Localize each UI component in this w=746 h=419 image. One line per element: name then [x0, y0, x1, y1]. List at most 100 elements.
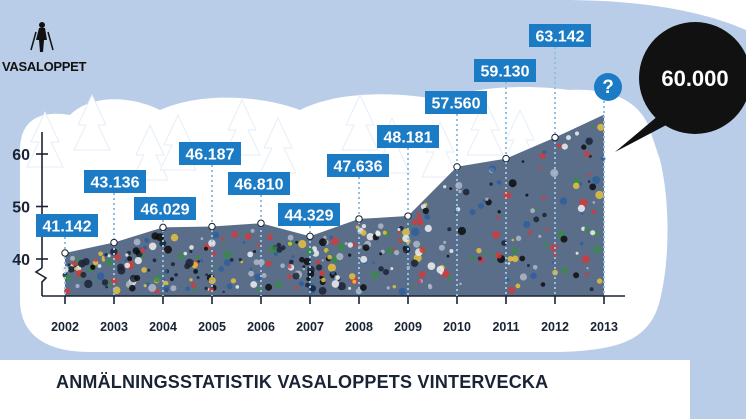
crowd-texture — [62, 123, 606, 296]
crowd-dot — [386, 247, 394, 255]
tree-shape — [466, 98, 504, 156]
crowd-dot — [212, 265, 216, 269]
crowd-dot — [249, 267, 253, 271]
y-tick-label: 50 — [12, 200, 30, 217]
prediction-value-label: 60.000 — [661, 66, 728, 91]
crowd-dot — [153, 275, 161, 283]
crowd-dot — [337, 282, 346, 291]
crowd-dot — [97, 264, 102, 268]
crowd-dot — [144, 237, 150, 243]
crowd-dot — [417, 279, 422, 284]
crowd-dot — [538, 166, 542, 170]
crowd-dot — [443, 240, 447, 244]
crowd-dot — [244, 233, 252, 240]
crowd-dot — [107, 281, 113, 286]
data-label-box — [84, 170, 146, 193]
crowd-dot — [185, 286, 190, 292]
crowd-dot — [221, 237, 225, 241]
crowd-dot — [280, 263, 285, 269]
crowd-dot — [477, 256, 482, 261]
crowd-dot — [303, 257, 311, 266]
crowd-dot — [527, 230, 532, 235]
crowd-dot — [267, 234, 273, 240]
crowd-dot — [416, 219, 424, 226]
crowd-dot — [542, 212, 547, 218]
crowd-dot — [253, 259, 260, 266]
crowd-dot — [438, 244, 445, 251]
crowd-dot — [163, 269, 168, 274]
crowd-dot — [125, 253, 129, 257]
crowd-dot — [410, 286, 414, 289]
data-label-box — [134, 197, 196, 220]
crowd-dot — [495, 252, 502, 259]
crowd-dot — [124, 262, 131, 269]
crowd-dot — [459, 282, 462, 286]
crowd-dot — [362, 244, 370, 252]
crowd-dot — [511, 255, 519, 263]
crowd-dot — [560, 235, 568, 243]
crowd-dot — [229, 258, 234, 262]
crowd-dot — [174, 273, 178, 277]
crowd-dot — [208, 239, 216, 247]
crowd-dot — [489, 165, 496, 173]
crowd-dot — [533, 216, 540, 223]
crowd-dot — [132, 247, 140, 255]
crowd-dot — [360, 229, 367, 236]
crowd-dot — [117, 266, 126, 275]
tree-shape — [131, 123, 169, 181]
data-label: 46.029 — [141, 202, 190, 219]
crowd-dot — [84, 279, 93, 289]
crowd-dot — [449, 249, 454, 253]
crowd-dot — [352, 242, 357, 247]
crowd-dot — [200, 237, 204, 241]
crowd-dot — [592, 176, 601, 185]
data-label: 59.130 — [481, 64, 530, 81]
data-point — [208, 222, 216, 231]
crowd-dot — [411, 227, 420, 237]
data-label: 47.636 — [334, 159, 383, 176]
data-label: 48.181 — [384, 130, 433, 147]
crowd-dot — [508, 179, 517, 188]
crowd-dot — [397, 228, 401, 231]
logo-text: VASALOPPET — [2, 59, 87, 74]
data-label-box — [594, 73, 622, 101]
crowd-dot — [489, 182, 493, 186]
crowd-dot — [318, 287, 327, 295]
crowd-dot — [96, 272, 105, 281]
data-label-box — [179, 142, 241, 165]
crowd-dot — [541, 195, 546, 200]
crowd-dot — [211, 251, 216, 256]
crowd-dot — [295, 240, 299, 244]
crowd-dot — [424, 224, 432, 232]
crowd-dot — [151, 232, 159, 240]
crowd-dot — [292, 272, 300, 280]
crowd-dot — [177, 252, 185, 260]
crowd-dot — [586, 267, 589, 270]
crowd-dot — [226, 283, 233, 290]
crowd-dot — [428, 285, 433, 290]
crowd-dot — [110, 248, 118, 256]
crowd-dot — [205, 273, 209, 277]
crowd-dot — [577, 204, 586, 212]
crowd-dot — [147, 268, 151, 272]
crowd-dot — [508, 286, 516, 294]
crowd-dot — [572, 182, 580, 190]
crowd-dot — [587, 173, 591, 176]
x-tick-label: 2008 — [345, 320, 373, 334]
data-point — [159, 223, 167, 232]
crowd-dot — [133, 238, 141, 246]
crowd-dot — [483, 252, 488, 256]
crowd-dot — [596, 278, 603, 284]
crowd-dot — [90, 264, 95, 269]
crowd-dot — [112, 286, 121, 295]
y-tick-label: 40 — [12, 252, 30, 269]
crowd-dot — [550, 244, 558, 252]
crowd-dot — [319, 270, 325, 277]
crowd-dot — [250, 228, 255, 233]
crowd-dot — [327, 254, 332, 260]
crowd-dot — [330, 237, 339, 246]
crowd-dot — [507, 262, 511, 265]
crowd-dot — [579, 241, 584, 246]
crowd-dot — [101, 258, 106, 262]
